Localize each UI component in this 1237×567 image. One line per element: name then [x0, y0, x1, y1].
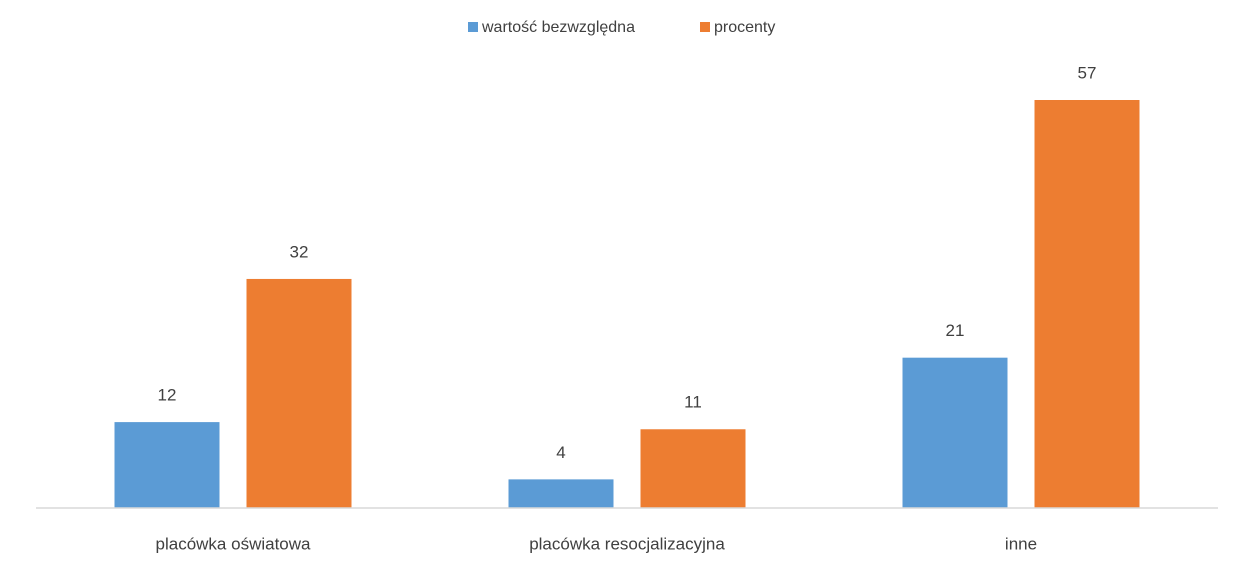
x-tick-label: placówka oświatowa: [156, 534, 312, 553]
data-label: 57: [1078, 63, 1097, 82]
bar: [246, 278, 352, 508]
bar: [508, 479, 614, 508]
data-label: 12: [158, 386, 177, 405]
x-tick-label: placówka resocjalizacyjna: [529, 534, 725, 553]
bar: [1034, 100, 1140, 508]
legend-swatch: [468, 22, 478, 32]
legend-swatch: [700, 22, 710, 32]
bar: [640, 429, 746, 508]
bar: [902, 357, 1008, 508]
data-label: 11: [684, 393, 702, 412]
data-label: 32: [290, 242, 309, 261]
legend-label: wartość bezwzględna: [481, 19, 635, 36]
bar: [114, 422, 220, 508]
legend-label: procenty: [714, 19, 775, 36]
data-label: 21: [946, 321, 965, 340]
x-tick-label: inne: [1005, 534, 1037, 553]
data-label: 4: [556, 443, 565, 462]
